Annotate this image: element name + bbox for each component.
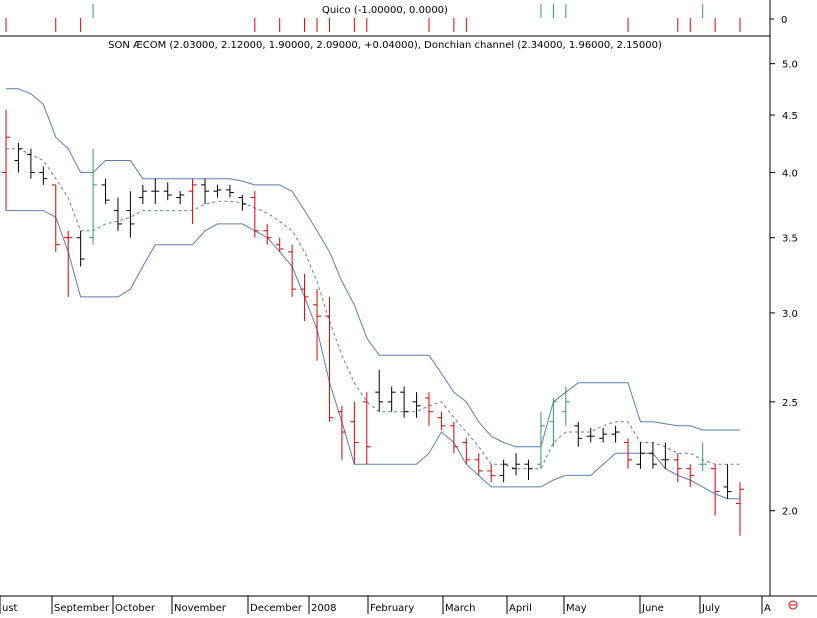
ohlc-bar bbox=[487, 464, 496, 483]
ohlc-bar bbox=[250, 191, 259, 238]
ohlc-bar bbox=[76, 230, 85, 267]
ohlc-bar bbox=[536, 411, 545, 469]
ohlc-bar bbox=[126, 191, 135, 238]
ohlc-bar bbox=[599, 427, 608, 443]
y-tick-label-1: 2.5 bbox=[782, 398, 798, 409]
x-label-9: May bbox=[566, 603, 587, 614]
ohlc-bar bbox=[437, 411, 446, 430]
channel-upper-line bbox=[6, 88, 740, 448]
ohlc-bar bbox=[611, 425, 620, 443]
ohlc-bar bbox=[101, 178, 110, 205]
price-panel-title: SON ÆCOM (2.03000, 2.12000, 1.90000, 2.0… bbox=[108, 40, 662, 51]
ohlc-bar bbox=[138, 184, 147, 205]
ohlc-bar bbox=[2, 109, 10, 211]
ohlc-bar bbox=[400, 386, 409, 418]
x-label-5: 2008 bbox=[311, 603, 336, 614]
ohlc-bar bbox=[163, 182, 172, 201]
indicator-zero-label: 0 bbox=[781, 15, 787, 26]
ohlc-bar bbox=[698, 442, 707, 471]
ohlc-bar bbox=[387, 386, 396, 412]
y-tick-label-0: 2.0 bbox=[782, 507, 798, 518]
ohlc-bar bbox=[549, 397, 558, 447]
x-label-0: ust bbox=[2, 603, 18, 614]
ohlc-bar bbox=[574, 421, 583, 447]
ohlc-bar bbox=[561, 386, 570, 426]
ohlc-bar bbox=[238, 194, 247, 211]
ohlc-bar bbox=[275, 237, 284, 252]
ohlc-bar bbox=[673, 453, 682, 483]
ohlc-bar bbox=[350, 401, 359, 465]
ohlc-bar bbox=[736, 482, 744, 536]
ohlc-bar bbox=[412, 392, 421, 418]
ohlc-bar bbox=[586, 427, 595, 443]
x-axis-labels: ust September October November December 2008 F… bbox=[0, 596, 771, 614]
ohlc-bar bbox=[686, 464, 695, 487]
x-label-6: February bbox=[370, 603, 414, 614]
ohlc-bar bbox=[201, 178, 210, 205]
ohlc-bar bbox=[474, 453, 483, 476]
ohlc-bar bbox=[462, 438, 471, 465]
x-axis: ust September October November December 2008 F… bbox=[0, 595, 817, 614]
ohlc-bar bbox=[64, 230, 73, 297]
y-axis: 2.0 2.5 3.0 3.5 4.0 4.5 5.0 bbox=[770, 60, 798, 518]
ohlc-bar bbox=[362, 392, 371, 465]
price-panel: SON ÆCOM (2.03000, 2.12000, 1.90000, 2.0… bbox=[2, 36, 798, 596]
ohlc-bar bbox=[89, 148, 98, 245]
x-label-12: A bbox=[764, 603, 771, 614]
ohlc-bar bbox=[300, 273, 309, 322]
ohlc-bar bbox=[151, 178, 160, 205]
y-tick-label-4: 4.0 bbox=[782, 169, 798, 180]
indicator-panel: 0 Quico (-1.00000, 0.0000) bbox=[0, 0, 787, 37]
ohlc-bar bbox=[325, 296, 334, 422]
ohlc-bar bbox=[14, 142, 23, 173]
y-tick-label-3: 3.5 bbox=[782, 234, 798, 245]
x-label-10: June bbox=[641, 603, 664, 614]
ohlc-bar bbox=[648, 442, 657, 469]
donchian-channel bbox=[6, 88, 740, 500]
indicator-title: Quico (-1.00000, 0.0000) bbox=[322, 5, 448, 16]
y-tick-label-2: 3.0 bbox=[782, 309, 798, 320]
ohlc-bar bbox=[213, 184, 222, 198]
ohlc-bars bbox=[2, 109, 744, 536]
ohlc-bar bbox=[424, 392, 433, 426]
ohlc-bar bbox=[313, 289, 322, 361]
ohlc-bar bbox=[375, 369, 384, 412]
ohlc-bar bbox=[26, 148, 35, 179]
x-label-3: November bbox=[174, 603, 227, 614]
x-label-11: July bbox=[701, 603, 720, 614]
y-tick-label-6: 5.0 bbox=[782, 60, 798, 71]
ohlc-bar bbox=[113, 197, 122, 231]
indicator-marks bbox=[5, 4, 741, 32]
x-label-2: October bbox=[115, 603, 156, 614]
ohlc-bar bbox=[176, 191, 185, 205]
ohlc-bar bbox=[337, 405, 346, 460]
x-label-1: September bbox=[54, 603, 110, 614]
ohlc-bar bbox=[499, 459, 508, 483]
y-tick-label-5: 4.5 bbox=[782, 111, 798, 122]
ohlc-bar bbox=[51, 184, 60, 252]
ohlc-bar bbox=[512, 453, 521, 476]
ohlc-bar bbox=[524, 459, 533, 480]
channel-mid-line bbox=[6, 148, 740, 470]
ohlc-bar bbox=[636, 442, 645, 469]
ohlc-bar bbox=[263, 223, 272, 245]
ohlc-bar bbox=[39, 166, 48, 185]
ohlc-bar bbox=[624, 438, 633, 469]
ohlc-bar bbox=[225, 184, 234, 198]
ohlc-bar bbox=[711, 464, 720, 516]
x-label-4: December bbox=[250, 603, 303, 614]
ohlc-bar bbox=[188, 178, 197, 224]
scroll-indicator-icon[interactable] bbox=[788, 600, 798, 610]
x-label-7: March bbox=[445, 603, 475, 614]
ohlc-bar bbox=[723, 464, 732, 499]
ohlc-bar bbox=[661, 442, 670, 469]
ohlc-bar bbox=[288, 244, 297, 297]
channel-lower-line bbox=[6, 210, 740, 500]
ohlc-bar bbox=[449, 421, 458, 454]
x-label-8: April bbox=[509, 603, 532, 614]
